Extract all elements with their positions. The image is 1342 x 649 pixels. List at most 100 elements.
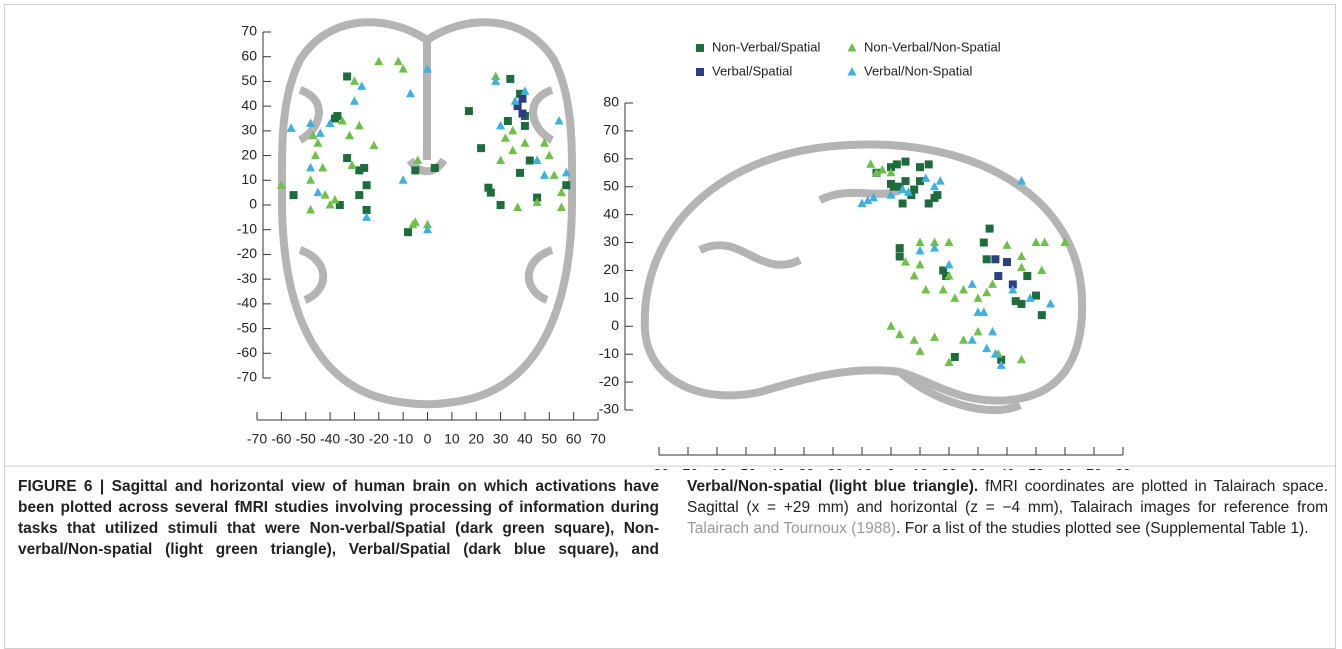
y-tick-label: -20 [237,245,257,261]
point [1017,262,1026,272]
point [1025,293,1035,302]
y-tick-label: 20 [241,146,257,162]
brain-outline [277,18,1087,415]
point [556,187,566,197]
point [930,243,939,252]
point [393,56,403,66]
point [901,157,910,166]
y-tick-label: -70 [237,369,257,385]
caption-label: FIGURE 6 | [18,478,112,495]
point [915,259,925,269]
point [413,155,423,165]
x-tick-label: -40 [765,466,785,470]
point [423,219,432,229]
point [933,191,942,200]
point [398,175,408,184]
point [347,160,357,169]
point [491,76,501,85]
point [1060,237,1070,247]
caption-link[interactable]: Talairach and Tournoux (1988) [687,520,897,537]
point [532,155,542,165]
point [1003,258,1011,267]
x-tick-label: -20 [823,466,843,470]
point [1023,272,1032,281]
point [973,293,983,302]
y-tick-label: 40 [241,97,257,113]
point [308,130,318,140]
point [1017,251,1026,260]
y-tick-label: 30 [241,122,257,138]
point [930,332,939,341]
point [491,71,501,80]
point [486,188,495,197]
point [423,224,432,234]
legend-label: Non-Verbal/Non-Spatial [864,39,1001,54]
x-tick-label: -60 [271,431,291,447]
y-tick-label: 0 [611,317,619,333]
point [967,335,977,344]
point [967,279,977,288]
point [869,192,879,202]
point [276,180,286,189]
x-tick-label: -10 [393,431,413,447]
point [982,255,991,264]
point [1008,280,1017,289]
point [1040,237,1050,247]
point [982,287,992,297]
point [982,343,992,353]
point [996,360,1006,369]
point [544,150,554,160]
point [944,357,954,367]
point [985,224,994,233]
x-tick-label: 40 [999,466,1015,470]
point [349,96,359,105]
point [887,179,895,188]
y-tick-label: -10 [237,220,257,236]
point [1008,284,1018,294]
x-tick-label: -60 [707,466,727,470]
point [930,181,939,191]
point [903,187,913,196]
x-tick-label: 10 [444,431,460,447]
point [944,259,954,269]
point [355,166,364,175]
point [310,150,320,160]
point [362,205,371,214]
x-tick-label: -70 [247,431,267,447]
point [895,252,904,261]
point [374,56,384,66]
point [360,163,369,172]
point [532,197,542,207]
point [959,284,968,294]
point [930,237,939,247]
point [520,86,530,95]
y-tick-label: -20 [599,373,619,389]
point [872,167,881,177]
x-tick-label: 10 [912,466,928,470]
point [1046,298,1055,308]
x-tick-label: -70 [678,466,698,470]
point [503,116,512,125]
point [411,166,420,175]
y-tick-label: -60 [237,344,257,360]
point [909,271,919,280]
point [423,64,432,73]
point [988,326,997,336]
point [520,121,529,130]
point [513,202,523,211]
point [898,184,908,194]
point [354,120,364,130]
point [895,244,904,253]
point [556,202,566,211]
point [333,112,342,121]
point [313,187,323,197]
y-tick-label: 20 [603,261,619,277]
point [516,168,525,177]
point [320,190,330,199]
point [924,199,933,208]
y-tick-label: 10 [241,171,257,187]
point [554,115,564,125]
point [404,228,413,237]
point [516,89,525,98]
point [306,204,316,214]
